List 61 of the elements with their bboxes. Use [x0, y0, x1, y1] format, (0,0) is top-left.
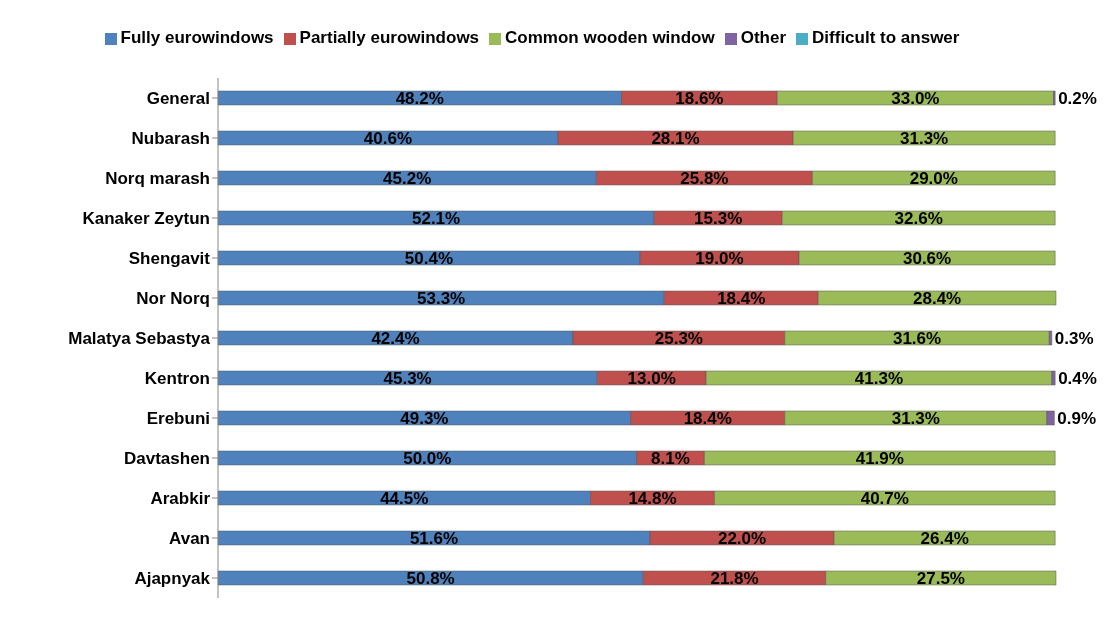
y-tick-label: Erebuni [146, 409, 210, 429]
legend-label: Other [740, 28, 787, 47]
legend-label: Difficult to answer [812, 28, 960, 47]
data-label: 15.3% [694, 208, 743, 228]
data-label: 18.4% [717, 288, 766, 308]
y-tick-label: Nubarash [131, 129, 210, 149]
data-label: 45.3% [383, 368, 432, 388]
y-tick-label: General [146, 89, 210, 109]
data-label: 49.3% [400, 408, 449, 428]
data-label: 22.0% [717, 528, 767, 548]
y-tick-label: Davtashen [124, 449, 210, 469]
data-label: 19.0% [695, 248, 744, 268]
data-label: 50.8% [406, 568, 455, 588]
data-label: 31.3% [891, 408, 940, 428]
data-label: 32.6% [894, 208, 943, 228]
data-label: 30.6% [902, 248, 952, 268]
y-tick-label: Shengavit [128, 249, 211, 269]
data-label: 33.0% [891, 88, 940, 108]
y-tick-label: Kentron [144, 369, 210, 389]
data-label: 18.6% [675, 88, 724, 108]
data-label: 41.9% [855, 448, 904, 468]
data-label: 50.0% [403, 448, 452, 468]
data-label: 51.6% [409, 528, 459, 548]
data-label: 21.8% [710, 568, 759, 588]
y-tick-label: Nor Norq [136, 289, 210, 309]
data-label: 42.4% [371, 328, 420, 348]
data-label: 25.8% [680, 168, 729, 188]
data-label: 27.5% [916, 568, 965, 588]
legend-label: Common wooden window [505, 28, 715, 47]
data-label: 40.6% [363, 128, 413, 148]
data-label: 31.3% [900, 128, 949, 148]
y-tick-label: Ajapnyak [134, 569, 211, 589]
data-label: 48.2% [395, 88, 444, 108]
y-tick-label: Avan [169, 529, 210, 549]
data-label: 31.6% [892, 328, 942, 348]
legend-label: Fully eurowindows [120, 28, 274, 47]
data-label: 0.4% [1058, 368, 1097, 388]
data-label: 13.0% [627, 368, 676, 388]
data-label: 45.2% [383, 168, 432, 188]
data-label: 8.1% [651, 448, 690, 468]
data-label: 44.5% [380, 488, 429, 508]
data-label: 18.4% [683, 408, 732, 428]
y-tick-label: Malatya Sebastya [68, 329, 211, 349]
data-label: 29.0% [909, 168, 958, 188]
legend-label: Partially eurowindows [299, 28, 480, 47]
data-label: 53.3% [417, 288, 466, 308]
data-label: 52.1% [411, 208, 461, 228]
data-label: 26.4% [920, 528, 969, 548]
y-tick-label: Arabkir [150, 489, 211, 509]
data-label: 0.2% [1058, 88, 1097, 108]
data-label: 0.3% [1054, 328, 1094, 348]
y-tick-label: Kanaker Zeytun [82, 209, 210, 229]
data-label: 28.4% [913, 288, 962, 308]
data-label: 25.3% [654, 328, 703, 348]
data-label: 14.8% [628, 488, 677, 508]
data-label: 50.4% [404, 248, 454, 268]
data-label: 41.3% [854, 368, 904, 388]
data-label: 0.9% [1057, 408, 1097, 428]
data-label: 40.7% [860, 488, 909, 508]
data-label: 28.1% [651, 128, 700, 148]
y-tick-label: Norq marash [105, 169, 210, 189]
